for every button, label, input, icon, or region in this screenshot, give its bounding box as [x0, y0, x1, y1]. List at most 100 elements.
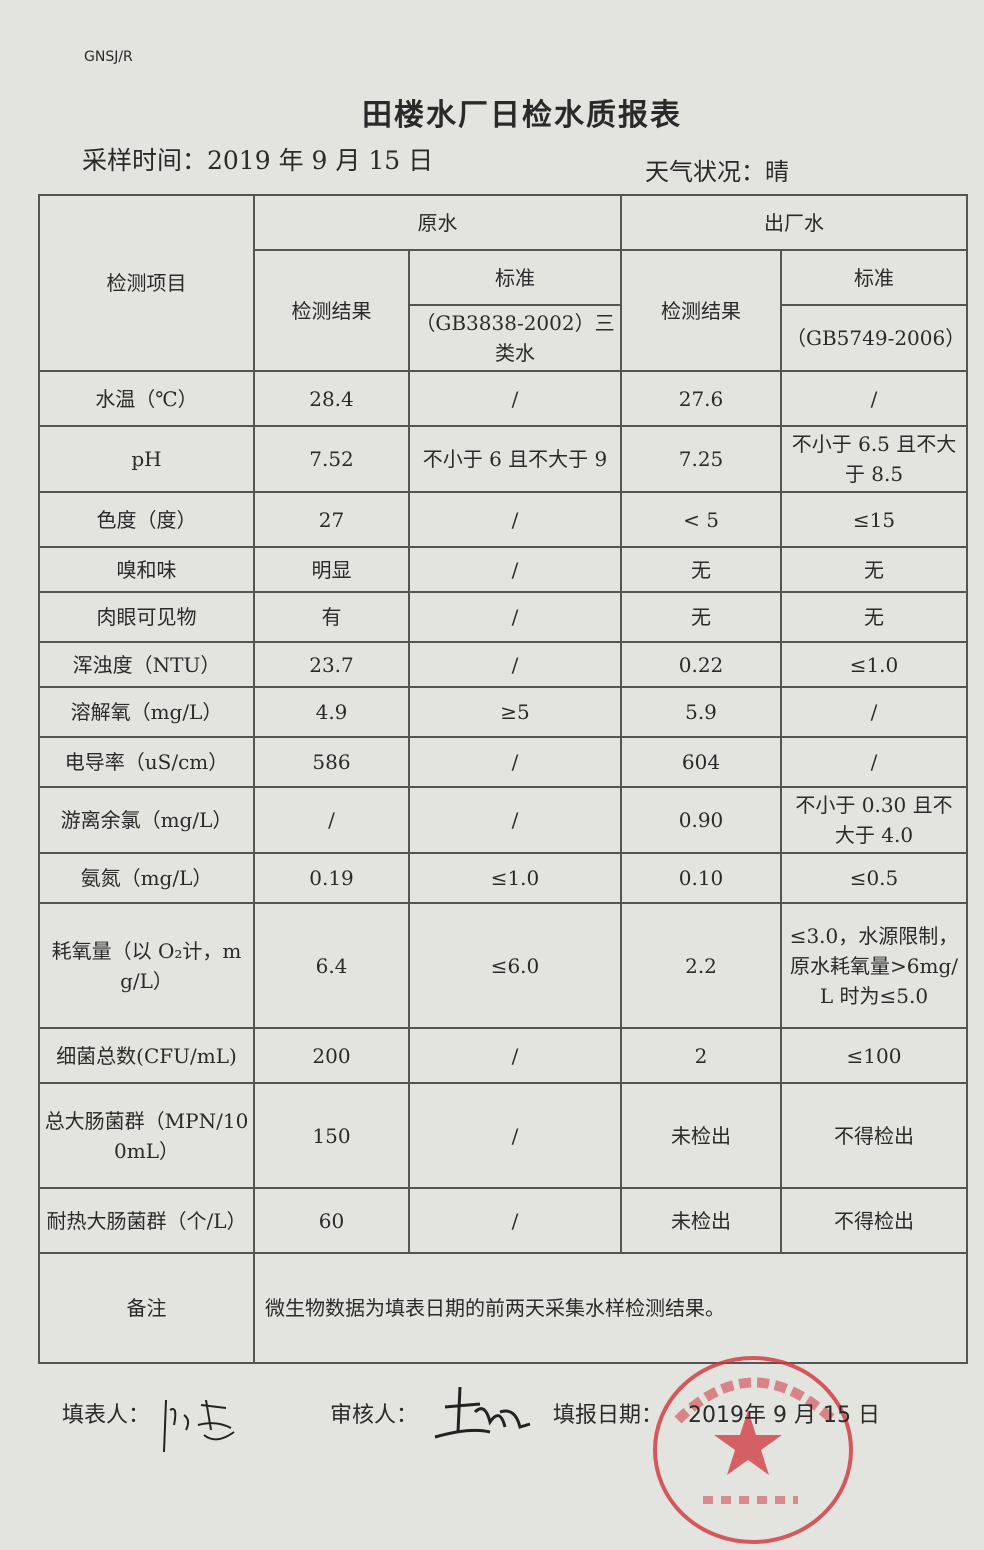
table-row: 肉眼可见物有 / 无无	[38, 591, 968, 643]
fin-standard-ref: （GB5749-2006）	[780, 304, 968, 372]
cell-raw: 有	[253, 591, 410, 643]
cell-fin-std: ≤1.0	[780, 641, 968, 688]
cell-fin: 未检出	[620, 1082, 782, 1189]
cell-raw-std: /	[408, 370, 622, 427]
reviewer-signature	[434, 1386, 531, 1439]
cell-item: 总大肠菌群（MPN/100mL）	[38, 1082, 255, 1189]
cell-item: 氨氮（mg/L）	[38, 852, 255, 904]
cell-raw: 6.4	[253, 902, 410, 1029]
report-date-label: 填报日期：	[553, 1403, 664, 1428]
cell-raw: 60	[253, 1187, 410, 1254]
table-row: 细菌总数(CFU/mL) 200/2 ≤100	[38, 1027, 968, 1084]
cell-item: 水温（℃）	[38, 370, 255, 427]
header-raw-standard: 标准	[408, 249, 622, 306]
cell-raw-std: ≥5	[408, 686, 622, 738]
cell-raw: 27	[253, 491, 410, 548]
cell-item: 肉眼可见物	[38, 591, 255, 643]
cell-item: 溶解氧（mg/L）	[38, 686, 255, 738]
weather: 天气状况：晴	[645, 158, 789, 186]
header-fin-standard: 标准	[780, 249, 968, 306]
document-code: GNSJ/R	[84, 49, 133, 65]
header-raw-result: 检测结果	[253, 249, 410, 372]
header-raw-water: 原水	[253, 194, 622, 251]
cell-fin-std: /	[780, 370, 968, 427]
cell-item: 嗅和味	[38, 546, 255, 593]
table-row: 色度（度） 27/< 5 ≤15	[38, 491, 968, 548]
cell-fin-std: 不小于 0.30 且不大于 4.0	[780, 786, 968, 854]
report-date: 2019年 9 月 15 日	[688, 1403, 880, 1428]
cell-item: 浑浊度（NTU）	[38, 641, 255, 688]
table-row: 电导率（uS/cm） 586/604/	[38, 736, 968, 788]
cell-raw-std: /	[408, 736, 622, 788]
cell-raw: 200	[253, 1027, 410, 1084]
cell-fin-std: 无	[780, 591, 968, 643]
cell-fin-std: ≤3.0，水源限制，原水耗氧量>6mg/L 时为≤5.0	[780, 902, 968, 1029]
report-footer: 填表人： 审核人： 填报日期： 2019年 9 月 15 日	[38, 1356, 966, 1544]
cell-fin-std: 无	[780, 546, 968, 593]
cell-fin: 5.9	[620, 686, 782, 738]
cell-raw: 150	[253, 1082, 410, 1189]
cell-fin-std: 不小于 6.5 且不大于 8.5	[780, 425, 968, 493]
table-row: 溶解氧（mg/L） 4.9 ≥5 5.9/	[38, 686, 968, 738]
header-item: 检测项目	[38, 194, 255, 372]
cell-raw: 7.52	[253, 425, 410, 493]
report-meta: 采样时间：2019 年 9 月 15 日 天气状况：晴	[82, 146, 966, 190]
cell-item: 耐热大肠菌群（个/L）	[38, 1187, 255, 1254]
remark-row: 备注 微生物数据为填表日期的前两天采集水样检测结果。	[38, 1252, 968, 1364]
cell-raw: 0.19	[253, 852, 410, 904]
cell-raw-std: /	[408, 546, 622, 593]
cell-fin-std: 不得检出	[780, 1187, 968, 1254]
cell-raw: /	[253, 786, 410, 854]
cell-raw-std: /	[408, 1187, 622, 1254]
table-row: pH 7.52 不小于 6 且不大于 9 7.25 不小于 6.5 且不大于 8.5	[38, 425, 968, 493]
cell-fin-std: ≤100	[780, 1027, 968, 1084]
table-row: 游离余氯（mg/L） //0.90 不小于 0.30 且不大于 4.0	[38, 786, 968, 854]
cell-raw: 4.9	[253, 686, 410, 738]
cell-fin: 2.2	[620, 902, 782, 1029]
cell-item: 色度（度）	[38, 491, 255, 548]
table-row: 总大肠菌群（MPN/100mL） 150/未检出 不得检出	[38, 1082, 968, 1189]
cell-item: pH	[38, 425, 255, 493]
cell-raw-std: 不小于 6 且不大于 9	[408, 425, 622, 493]
table-row: 耗氧量（以 O₂计，mg/L） 6.4 ≤6.0 2.2 ≤3.0，水源限制，原水耗氧量…	[38, 902, 968, 1029]
remark-label: 备注	[38, 1252, 255, 1364]
cell-fin: 604	[620, 736, 782, 788]
raw-standard-ref: （GB3838-2002）三类水	[408, 304, 622, 372]
table-row: 氨氮（mg/L） 0.19 ≤1.0 0.10 ≤0.5	[38, 852, 968, 904]
cell-raw: 586	[253, 736, 410, 788]
cell-fin: 7.25	[620, 425, 782, 493]
remark-text: 微生物数据为填表日期的前两天采集水样检测结果。	[253, 1252, 968, 1364]
cell-fin-std: ≤15	[780, 491, 968, 548]
cell-fin: 0.90	[620, 786, 782, 854]
cell-item: 耗氧量（以 O₂计，mg/L）	[38, 902, 255, 1029]
cell-raw: 明显	[253, 546, 410, 593]
cell-fin-std: ≤0.5	[780, 852, 968, 904]
cell-raw-std: /	[408, 1082, 622, 1189]
cell-raw: 23.7	[253, 641, 410, 688]
table-row: 耐热大肠菌群（个/L） 60/未检出 不得检出	[38, 1187, 968, 1254]
cell-fin: 无	[620, 546, 782, 593]
cell-fin-std: /	[780, 686, 968, 738]
sampling-time: 采样时间：2019 年 9 月 15 日	[82, 146, 434, 175]
cell-raw-std: /	[408, 1027, 622, 1084]
cell-fin: 27.6	[620, 370, 782, 427]
table-row: 浑浊度（NTU） 23.7/0.22 ≤1.0	[38, 641, 968, 688]
reviewer-label: 审核人：	[330, 1403, 419, 1428]
table-row: 嗅和味 明显 / 无无	[38, 546, 968, 593]
report-body: 检测项目 原水 出厂水 检测结果 标准 检测结果 标准 （GB3838-2002…	[38, 194, 968, 1544]
water-quality-table: 检测项目 原水 出厂水 检测结果 标准 检测结果 标准 （GB3838-2002…	[38, 194, 968, 1364]
cell-raw: 28.4	[253, 370, 410, 427]
cell-fin: 2	[620, 1027, 782, 1084]
cell-raw-std: ≤1.0	[408, 852, 622, 904]
cell-fin-std: /	[780, 736, 968, 788]
cell-fin: 无	[620, 591, 782, 643]
header-fin-result: 检测结果	[620, 249, 782, 372]
cell-item: 细菌总数(CFU/mL)	[38, 1027, 255, 1084]
cell-raw-std: ≤6.0	[408, 902, 622, 1029]
cell-raw-std: /	[408, 491, 622, 548]
table-row: 水温（℃） 28.4/27.6/	[38, 370, 968, 427]
page-title: 田楼水厂日检水质报表	[362, 98, 682, 133]
cell-item: 游离余氯（mg/L）	[38, 786, 255, 854]
cell-fin: 0.10	[620, 852, 782, 904]
cell-raw-std: /	[408, 641, 622, 688]
